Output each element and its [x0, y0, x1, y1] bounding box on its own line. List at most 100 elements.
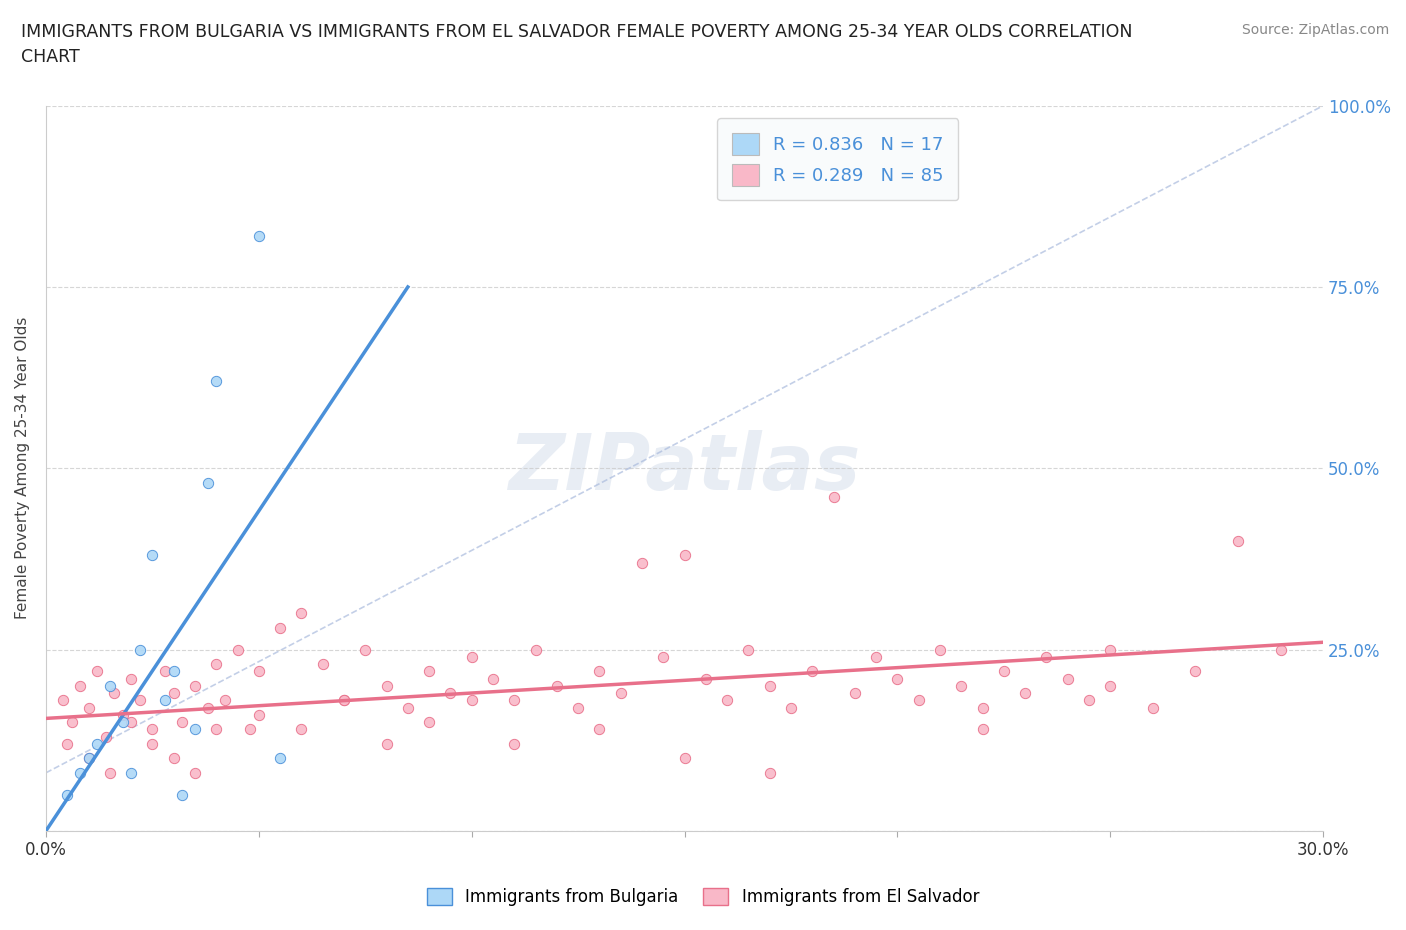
Point	[524, 642, 547, 657]
Point	[141, 548, 163, 563]
Point	[418, 664, 440, 679]
Point	[205, 722, 228, 737]
Point	[1078, 693, 1101, 708]
Point	[86, 737, 108, 751]
Point	[1035, 649, 1057, 664]
Point	[758, 678, 780, 693]
Point	[950, 678, 973, 693]
Point	[111, 714, 134, 729]
Point	[239, 722, 262, 737]
Point	[172, 787, 194, 802]
Point	[418, 714, 440, 729]
Text: IMMIGRANTS FROM BULGARIA VS IMMIGRANTS FROM EL SALVADOR FEMALE POVERTY AMONG 25-: IMMIGRANTS FROM BULGARIA VS IMMIGRANTS F…	[21, 23, 1133, 66]
Point	[801, 664, 824, 679]
Point	[141, 722, 163, 737]
Point	[1227, 533, 1250, 548]
Point	[758, 765, 780, 780]
Point	[439, 685, 461, 700]
Point	[56, 787, 79, 802]
Point	[60, 714, 83, 729]
Y-axis label: Female Poverty Among 25-34 Year Olds: Female Poverty Among 25-34 Year Olds	[15, 317, 30, 619]
Point	[333, 693, 356, 708]
Point	[269, 751, 291, 765]
Point	[652, 649, 675, 664]
Point	[111, 708, 134, 723]
Point	[716, 693, 738, 708]
Point	[844, 685, 866, 700]
Point	[503, 737, 526, 751]
Point	[354, 642, 377, 657]
Point	[631, 555, 654, 570]
Point	[460, 649, 482, 664]
Point	[77, 700, 100, 715]
Point	[77, 751, 100, 765]
Point	[120, 714, 142, 729]
Point	[197, 475, 219, 490]
Point	[163, 751, 186, 765]
Point	[1184, 664, 1206, 679]
Point	[120, 671, 142, 686]
Point	[153, 693, 176, 708]
Point	[205, 657, 228, 671]
Point	[163, 664, 186, 679]
Point	[163, 685, 186, 700]
Point	[588, 722, 610, 737]
Point	[56, 737, 79, 751]
Point	[1014, 685, 1036, 700]
Point	[128, 642, 150, 657]
Point	[197, 700, 219, 715]
Point	[503, 693, 526, 708]
Text: Source: ZipAtlas.com: Source: ZipAtlas.com	[1241, 23, 1389, 37]
Point	[886, 671, 908, 686]
Point	[1056, 671, 1078, 686]
Point	[52, 693, 75, 708]
Point	[780, 700, 803, 715]
Point	[482, 671, 505, 686]
Point	[1270, 642, 1292, 657]
Point	[609, 685, 631, 700]
Point	[737, 642, 759, 657]
Legend: Immigrants from Bulgaria, Immigrants from El Salvador: Immigrants from Bulgaria, Immigrants fro…	[420, 881, 986, 912]
Point	[460, 693, 482, 708]
Point	[1099, 642, 1122, 657]
Point	[247, 229, 270, 244]
Point	[673, 751, 696, 765]
Point	[375, 737, 398, 751]
Point	[972, 700, 994, 715]
Point	[269, 620, 291, 635]
Point	[396, 700, 419, 715]
Point	[907, 693, 929, 708]
Point	[546, 678, 568, 693]
Point	[86, 664, 108, 679]
Point	[184, 765, 207, 780]
Point	[120, 765, 142, 780]
Legend: R = 0.836   N = 17, R = 0.289   N = 85: R = 0.836 N = 17, R = 0.289 N = 85	[717, 118, 959, 200]
Point	[567, 700, 589, 715]
Point	[1099, 678, 1122, 693]
Point	[94, 729, 117, 744]
Point	[865, 649, 887, 664]
Point	[141, 737, 163, 751]
Point	[972, 722, 994, 737]
Point	[929, 642, 952, 657]
Point	[588, 664, 610, 679]
Point	[1142, 700, 1164, 715]
Point	[172, 714, 194, 729]
Point	[290, 722, 312, 737]
Point	[823, 490, 845, 505]
Point	[333, 693, 356, 708]
Point	[290, 605, 312, 620]
Text: ZIPatlas: ZIPatlas	[509, 431, 860, 506]
Point	[103, 685, 125, 700]
Point	[247, 708, 270, 723]
Point	[375, 678, 398, 693]
Point	[312, 657, 335, 671]
Point	[128, 693, 150, 708]
Point	[993, 664, 1015, 679]
Point	[98, 678, 121, 693]
Point	[184, 678, 207, 693]
Point	[184, 722, 207, 737]
Point	[98, 765, 121, 780]
Point	[69, 678, 91, 693]
Point	[153, 664, 176, 679]
